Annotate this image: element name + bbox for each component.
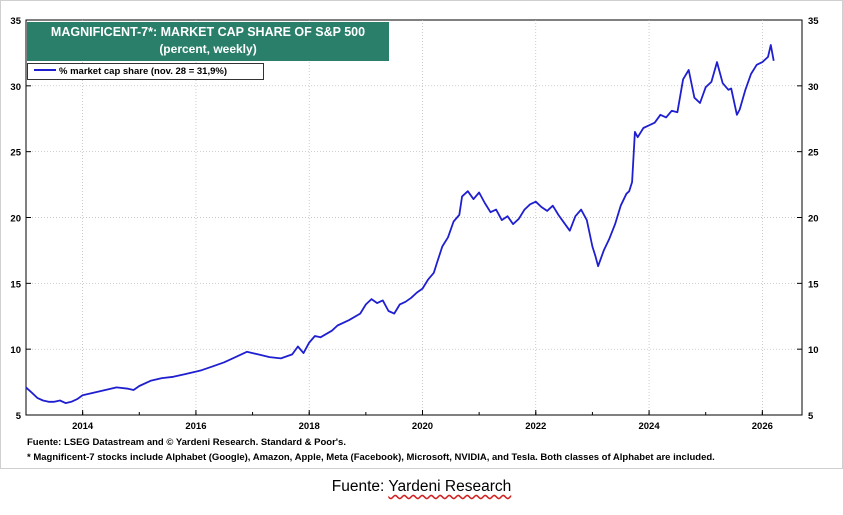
y-tick-label-left: 25 <box>10 148 21 159</box>
caption: Fuente: Yardeni Research <box>0 478 843 496</box>
y-tick-label-right: 35 <box>808 16 819 27</box>
y-tick-label-left: 35 <box>10 16 21 27</box>
y-tick-label-right: 25 <box>808 148 819 159</box>
chart-subtitle: (percent, weekly) <box>159 42 257 56</box>
x-tick-label: 2022 <box>525 421 546 432</box>
legend-swatch <box>34 69 56 72</box>
x-tick-label: 2020 <box>412 421 433 432</box>
y-tick-label-right: 30 <box>808 82 819 93</box>
x-tick-label: 2016 <box>185 421 206 432</box>
y-tick-label-left: 10 <box>10 345 21 356</box>
legend-label: % market cap share (nov. 28 = 31,9%) <box>59 66 228 77</box>
x-tick-label: 2018 <box>299 421 320 432</box>
y-tick-label-left: 30 <box>10 82 21 93</box>
constituents-footnote: * Magnificent-7 stocks include Alphabet … <box>27 452 715 463</box>
y-tick-label-left: 20 <box>10 214 21 225</box>
x-tick-label: 2024 <box>638 421 660 432</box>
x-tick-label: 2014 <box>72 421 94 432</box>
chart-legend: % market cap share (nov. 28 = 31,9%) <box>27 63 264 80</box>
chart-title: MAGNIFICENT-7*: MARKET CAP SHARE OF S&P … <box>50 25 366 39</box>
caption-source-link[interactable]: Yardeni Research <box>388 478 512 495</box>
y-tick-label-right: 20 <box>808 214 819 225</box>
y-tick-label-left: 15 <box>10 279 21 290</box>
caption-prefix: Fuente: <box>331 478 389 495</box>
y-tick-label-right: 15 <box>808 279 819 290</box>
x-tick-label: 2026 <box>752 421 773 432</box>
y-tick-label-right: 10 <box>808 345 819 356</box>
series-line <box>25 44 775 404</box>
y-tick-label-right: 5 <box>808 411 814 422</box>
y-tick-label-left: 5 <box>16 411 22 422</box>
source-footnote: Fuente: LSEG Datastream and © Yardeni Re… <box>27 437 346 448</box>
chart-title-box: MAGNIFICENT-7*: MARKET CAP SHARE OF S&P … <box>27 22 389 61</box>
